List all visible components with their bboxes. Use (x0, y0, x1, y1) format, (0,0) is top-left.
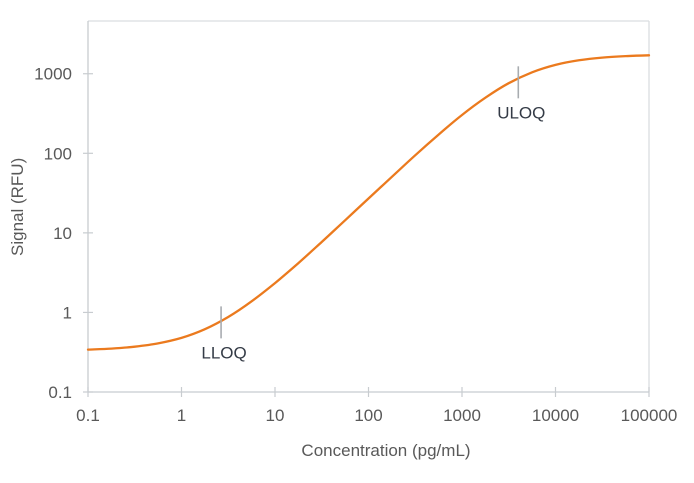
x-tick-label: 100 (354, 406, 382, 425)
y-axis-title: Signal (RFU) (8, 157, 27, 256)
x-tick-label: 1000 (443, 406, 481, 425)
calibration-curve (86, 54, 651, 351)
x-tick-label: 0.1 (76, 406, 100, 425)
x-axis-title: Concentration (pg/mL) (301, 441, 471, 460)
x-tick-label: 100000 (621, 406, 678, 425)
x-tick-label: 10000 (532, 406, 579, 425)
x-tick-label: 1 (177, 406, 186, 425)
lloq-label: LLOQ (201, 343, 246, 362)
y-tick-label: 10 (53, 224, 72, 243)
x-tick-label: 10 (266, 406, 285, 425)
y-tick-label: 1000 (34, 65, 72, 84)
y-tick-label: 100 (44, 144, 72, 163)
y-tick-label: 1 (63, 303, 72, 322)
uloq-label: ULOQ (497, 103, 545, 122)
y-tick-label: 0.1 (48, 383, 72, 402)
